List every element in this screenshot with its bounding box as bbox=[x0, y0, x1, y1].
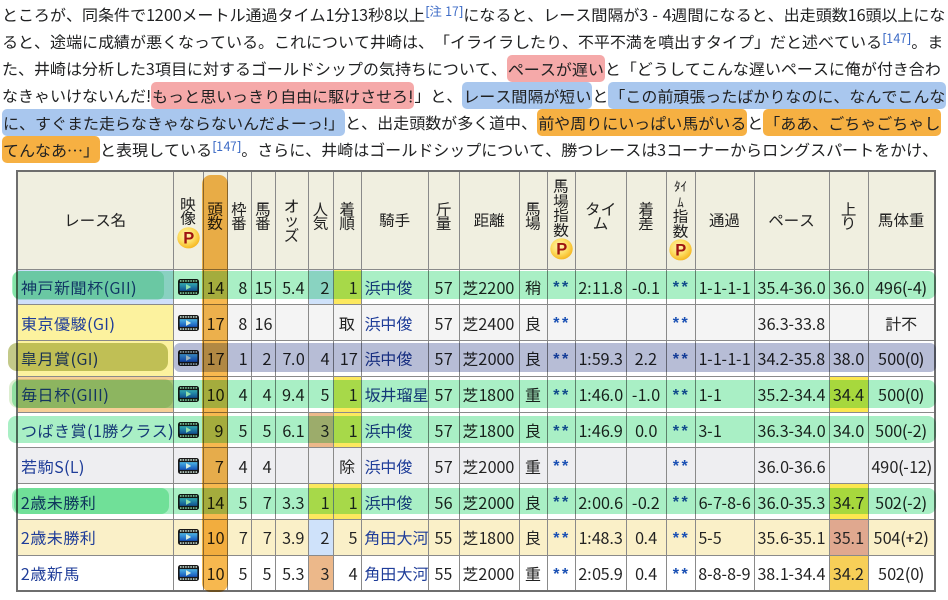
svg-text:P: P bbox=[556, 241, 567, 259]
svg-text:P: P bbox=[675, 242, 686, 260]
svg-text:P: P bbox=[183, 229, 194, 247]
